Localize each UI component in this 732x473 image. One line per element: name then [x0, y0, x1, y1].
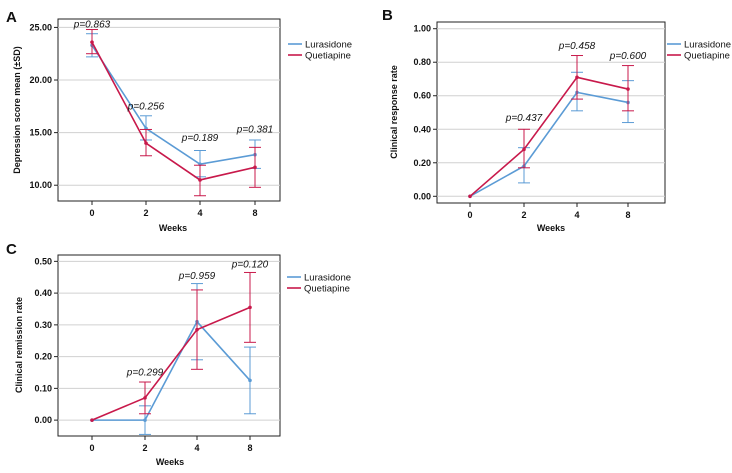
x-tick-label: 0 — [89, 208, 94, 218]
y-tick-label: 25.00 — [29, 22, 52, 32]
p-value-annotations-c: p=0.299 p=0.959 p=0.120 — [126, 260, 269, 379]
y-tick-label: 0.40 — [413, 124, 431, 134]
quetiapine-line — [91, 41, 256, 181]
x-tick-label: 8 — [625, 210, 630, 220]
y-tick-labels-b: 0.00 0.20 0.40 0.60 0.80 1.00 — [413, 24, 431, 202]
quetiapine-point — [468, 194, 472, 199]
p-value-label: p=0.458 — [558, 41, 596, 52]
x-tick-label: 0 — [89, 443, 94, 453]
quetiapine-point — [90, 418, 94, 422]
x-axis-title-c: Weeks — [156, 457, 184, 467]
quetiapine-line — [91, 306, 251, 421]
quetiapine-line — [469, 76, 629, 197]
quetiapine-point — [248, 305, 252, 310]
quetiapine-legend-label: Quetiapine — [684, 51, 730, 62]
lurasidone-legend-label: Lurasidone — [305, 40, 352, 51]
x-tick-label: 2 — [521, 210, 526, 220]
series-c — [90, 271, 256, 435]
quetiapine-point — [143, 396, 147, 400]
lurasidone-legend-label: Lurasidone — [684, 40, 731, 51]
p-value-label: p=0.959 — [178, 271, 216, 282]
x-tick-label: 2 — [142, 443, 147, 453]
panel-letter-c: C — [6, 241, 17, 258]
x-tick-label: 2 — [143, 208, 148, 218]
x-axis-title-a: Weeks — [159, 223, 187, 233]
gridlines-b — [433, 28, 665, 197]
y-axis-title-a: Depression score mean (±SD) — [12, 46, 22, 173]
p-value-label: p=0.120 — [231, 260, 269, 271]
y-tick-label: 1.00 — [413, 24, 431, 34]
lurasidone-line — [469, 91, 629, 197]
y-tick-label: 0.40 — [34, 288, 52, 298]
quetiapine-point — [253, 165, 257, 170]
y-tick-label: 0.00 — [413, 191, 431, 201]
p-value-label: p=0.600 — [609, 51, 647, 62]
x-tick-label: 8 — [247, 443, 252, 453]
quetiapine-legend-label: Quetiapine — [304, 284, 350, 295]
lurasidone-point — [248, 378, 252, 383]
quetiapine-point — [626, 87, 630, 91]
y-tick-labels-a: 10.00 15.00 20.00 25.00 — [29, 22, 52, 190]
gridlines-c — [54, 260, 280, 421]
x-tick-label: 8 — [252, 208, 257, 218]
y-tick-label: 20.00 — [29, 75, 52, 85]
x-tick-labels-a: 0 2 4 8 — [89, 201, 258, 218]
y-tick-label: 0.20 — [34, 352, 52, 362]
panel-letter-a: A — [6, 9, 17, 26]
y-tick-label: 0.50 — [34, 256, 52, 266]
lurasidone-legend-label: Lurasidone — [304, 273, 351, 284]
quetiapine-legend-label: Quetiapine — [305, 51, 351, 62]
p-value-annotations-a: p=0.863 p=0.256 p=0.189 p=0.381 — [73, 19, 273, 144]
panel-letter-b: B — [382, 7, 393, 24]
p-value-label: p=0.299 — [126, 368, 164, 379]
x-axis-title-b: Weeks — [537, 223, 565, 233]
quetiapine-point — [144, 141, 148, 145]
plot-frame-a — [57, 18, 281, 202]
y-tick-label: 0.10 — [34, 383, 52, 393]
y-tick-label: 10.00 — [29, 180, 52, 190]
x-tick-label: 4 — [574, 210, 579, 220]
y-axis-title-c: Clinical remission rate — [14, 297, 24, 393]
x-tick-label: 4 — [197, 208, 202, 218]
quetiapine-point — [195, 327, 199, 332]
p-value-label: p=0.863 — [73, 19, 111, 30]
y-tick-label: 0.30 — [34, 320, 52, 330]
quetiapine-point — [575, 75, 579, 80]
quetiapine-point — [198, 178, 202, 182]
quetiapine-point — [522, 147, 526, 152]
p-value-label: p=0.189 — [181, 133, 219, 144]
panel-a: A 0 2 4 8 10.00 15.00 20.00 25.00 p=0.863 p=0.2… — [6, 9, 352, 233]
gridlines-a — [54, 26, 280, 186]
y-tick-label: 0.00 — [34, 415, 52, 425]
y-tick-label: 0.60 — [413, 91, 431, 101]
y-tick-label: 0.80 — [413, 57, 431, 67]
y-tick-label: 15.00 — [29, 128, 52, 138]
x-tick-label: 4 — [194, 443, 199, 453]
p-value-label: p=0.256 — [127, 101, 165, 112]
p-value-label: p=0.381 — [236, 125, 273, 136]
quetiapine-point — [90, 40, 94, 44]
plot-frame-b — [436, 21, 666, 204]
y-tick-label: 0.20 — [413, 158, 431, 168]
series-b — [468, 55, 634, 199]
p-value-annotations-b: p=0.437 p=0.458 p=0.600 — [505, 41, 647, 124]
series-a — [86, 29, 261, 197]
lurasidone-line — [92, 320, 251, 421]
lurasidone-point — [143, 418, 147, 422]
x-tick-labels-b: 0 2 4 8 — [467, 203, 631, 220]
plot-frame-c — [57, 254, 281, 437]
x-tick-labels-c: 0 2 4 8 — [89, 436, 253, 453]
lurasidone-line — [91, 44, 256, 166]
y-tick-labels-c: 0.00 0.10 0.20 0.30 0.40 0.50 — [34, 256, 52, 425]
x-tick-label: 0 — [467, 210, 472, 220]
y-axis-title-b: Clinical response rate — [389, 65, 399, 159]
p-value-label: p=0.437 — [505, 113, 543, 124]
